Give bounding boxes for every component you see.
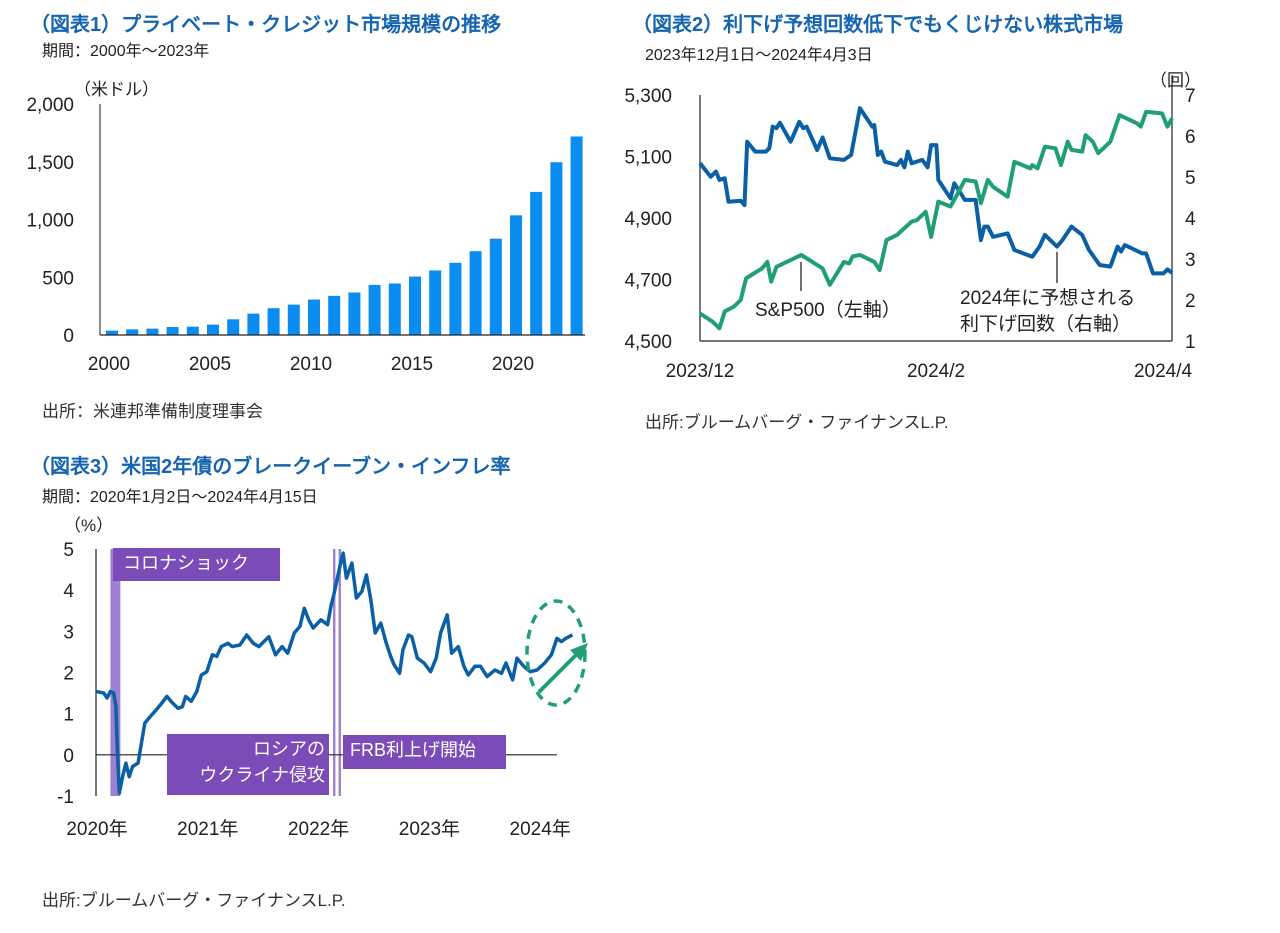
x-tick-label: 2020年 bbox=[66, 818, 127, 840]
y-tick-label: 2 bbox=[63, 664, 74, 685]
covid-shaded-band bbox=[110, 549, 121, 796]
chart3-subtitle: 期間：2020年1月2日～2024年4月15日 bbox=[42, 489, 318, 506]
left-tick-label: 4,500 bbox=[624, 332, 672, 353]
y-tick-label: 5 bbox=[63, 540, 74, 561]
bar-2008 bbox=[267, 308, 280, 335]
bar-2007 bbox=[247, 313, 260, 335]
x-tick-label: 2024/4 bbox=[1134, 361, 1193, 382]
right-tick-label: 1 bbox=[1185, 332, 1196, 353]
ukraine-label-box bbox=[167, 734, 329, 795]
uptrend-arrow-icon bbox=[570, 643, 588, 661]
left-tick-label: 4,900 bbox=[624, 209, 672, 230]
chart3-source: 出所:ブルームバーグ・ファイナンスL.P. bbox=[42, 891, 346, 910]
y-tick-label: 500 bbox=[42, 268, 74, 289]
bar-2003 bbox=[166, 327, 179, 335]
x-tick-label: 2021年 bbox=[177, 818, 238, 840]
y-tick-label: 0 bbox=[63, 326, 74, 347]
bar-2010 bbox=[308, 299, 320, 335]
chart2-source: 出所:ブルームバーグ・ファイナンスL.P. bbox=[645, 413, 949, 432]
x-tick-label: 2024/2 bbox=[907, 361, 965, 382]
x-tick-label: 2005 bbox=[189, 354, 231, 375]
y-tick-label: 0 bbox=[63, 746, 74, 767]
rate-cuts-line bbox=[698, 109, 1174, 331]
bar-2019 bbox=[489, 238, 502, 335]
x-tick-label: 2022年 bbox=[288, 818, 349, 840]
left-tick-label: 5,100 bbox=[624, 148, 672, 169]
bar-2020 bbox=[510, 215, 522, 335]
frb-label-box bbox=[343, 735, 506, 769]
right-tick-label: 3 bbox=[1185, 250, 1196, 271]
uptrend-arrow-shaft bbox=[537, 649, 582, 694]
y-tick-label: 4 bbox=[63, 581, 74, 602]
sp500-line bbox=[698, 106, 1174, 276]
right-tick-label: 2 bbox=[1185, 291, 1196, 312]
chart1-title: （図表1）プライベート・クレジット市場規模の推移 bbox=[30, 14, 502, 36]
chart3-title: （図表3）米国2年債のブレークイーブン・インフレ率 bbox=[30, 456, 511, 478]
sp500-label: S&P500（左軸） bbox=[755, 299, 901, 321]
frb-hike-event-line bbox=[338, 549, 341, 796]
y-tick-label: 1 bbox=[63, 705, 74, 726]
x-tick-label: 2023/12 bbox=[666, 361, 735, 382]
y-axis-unit: （米ドル） bbox=[74, 80, 159, 99]
bar-2014 bbox=[388, 283, 401, 335]
bar-2023 bbox=[570, 136, 583, 335]
bar-2009 bbox=[287, 304, 300, 335]
highlight-ellipse bbox=[525, 599, 587, 707]
y-tick-label: -1 bbox=[57, 787, 74, 808]
rate-cuts-label-line1: 2024年に予想される bbox=[960, 287, 1135, 309]
bar-2002 bbox=[146, 328, 159, 335]
chart2-title: （図表2）利下げ予想回数低下でもくじけない株式市場 bbox=[632, 14, 1124, 36]
y-axis-unit: （%） bbox=[64, 516, 113, 535]
right-axis-unit: （回） bbox=[1150, 71, 1201, 90]
bar-2011 bbox=[328, 295, 341, 335]
x-tick-label: 2000 bbox=[88, 354, 130, 375]
left-tick-label: 4,700 bbox=[624, 271, 672, 292]
covid-label: コロナショック bbox=[123, 553, 249, 573]
bar-2000 bbox=[106, 330, 118, 335]
bar-2004 bbox=[186, 326, 199, 335]
bar-2015 bbox=[409, 276, 421, 335]
bar-2006 bbox=[227, 319, 240, 335]
ukraine-event-line bbox=[333, 549, 336, 796]
x-tick-label: 2023年 bbox=[399, 818, 460, 840]
right-tick-label: 4 bbox=[1185, 209, 1196, 230]
bar-2021 bbox=[530, 191, 543, 335]
x-tick-label: 2015 bbox=[391, 354, 433, 375]
bar-2001 bbox=[126, 329, 139, 335]
bar-2022 bbox=[550, 162, 563, 335]
bar-2018 bbox=[469, 251, 482, 335]
right-tick-label: 6 bbox=[1185, 127, 1196, 148]
rate-cuts-label-line2: 利下げ回数（右軸） bbox=[960, 313, 1131, 335]
covid-label-box bbox=[113, 548, 280, 581]
y-tick-label: 3 bbox=[63, 622, 74, 643]
bar-2016 bbox=[429, 270, 442, 335]
bar-2012 bbox=[348, 292, 361, 335]
left-tick-label: 5,300 bbox=[624, 86, 672, 107]
breakeven-line bbox=[95, 551, 574, 795]
bar-2013 bbox=[368, 284, 381, 335]
y-tick-label: 2,000 bbox=[26, 95, 74, 116]
right-tick-label: 5 bbox=[1185, 168, 1196, 189]
frb-label: FRB利上げ開始 bbox=[350, 740, 476, 760]
y-tick-label: 1,000 bbox=[26, 211, 74, 232]
chart1-private-credit: 2,000 1,500 1,000 500 0 2000 2005 2010 2015 2020 （… bbox=[26, 80, 585, 375]
x-tick-label: 2010 bbox=[290, 354, 332, 375]
chart2-subtitle: 2023年12月1日～2024年4月3日 bbox=[645, 47, 873, 64]
chart1-source: 出所：米連邦準備制度理事会 bbox=[42, 402, 263, 421]
bar-2005 bbox=[207, 324, 219, 335]
x-tick-label: 2024年 bbox=[510, 818, 571, 840]
bar-2017 bbox=[449, 262, 462, 335]
ukraine-label-line1: ロシアの bbox=[253, 739, 325, 759]
x-tick-label: 2020 bbox=[492, 354, 534, 375]
chart2-sp500-vs-rate-cuts: 5,300 5,100 4,900 4,700 4,500 7 6 5 4 3 2 1 （回） 2023/… bbox=[624, 71, 1201, 382]
ukraine-label-line2: ウクライナ侵攻 bbox=[199, 765, 325, 785]
right-tick-label: 7 bbox=[1185, 86, 1196, 107]
chart1-subtitle: 期間：2000年～2023年 bbox=[42, 43, 210, 60]
y-tick-label: 1,500 bbox=[26, 153, 74, 174]
